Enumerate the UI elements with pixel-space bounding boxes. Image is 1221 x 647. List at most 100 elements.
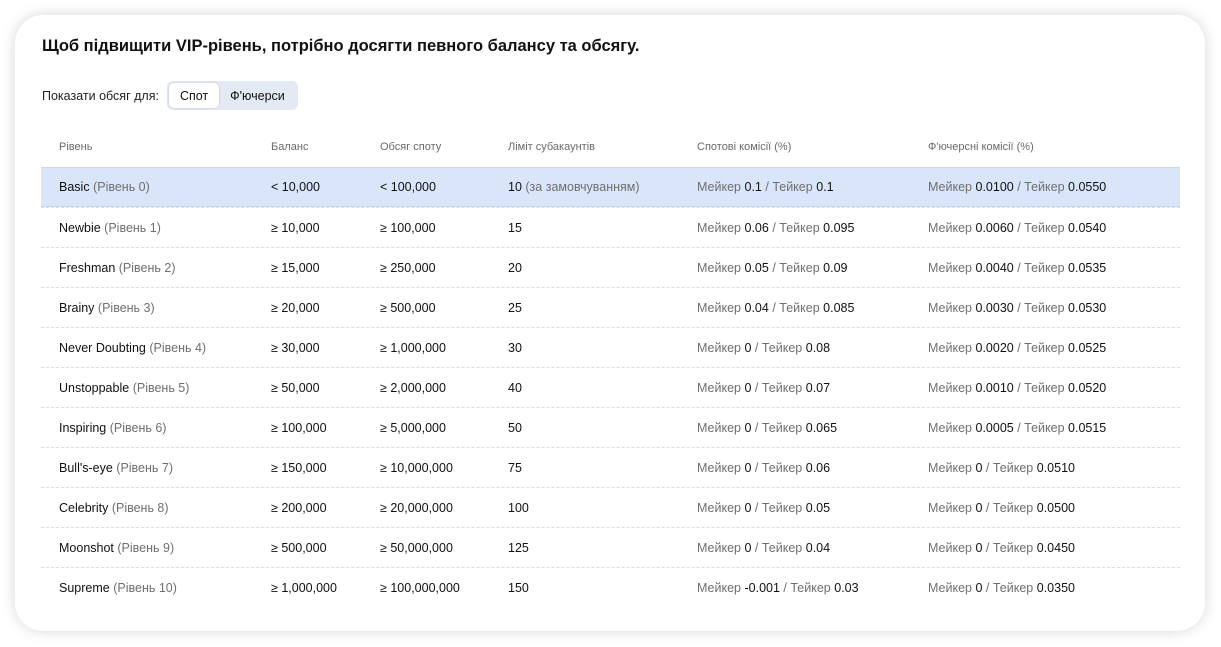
level-number: (Рівень 7)	[116, 460, 174, 475]
taker-label: Тейкер	[772, 180, 813, 194]
futures-taker-fee: 0.0450	[1036, 540, 1075, 555]
maker-label: Мейкер	[928, 380, 973, 395]
level-cell: Newbie (Рівень 1)	[41, 221, 271, 235]
spot-maker-fee: 0.04	[744, 300, 769, 315]
maker-label: Мейкер	[697, 460, 742, 475]
futures-maker-fee: 0.0100	[975, 180, 1014, 194]
fee-separator: /	[751, 500, 762, 515]
table-row: Inspiring (Рівень 6) ≥ 100,000 ≥ 5,000,000…	[41, 407, 1180, 447]
subaccounts-value: 25	[508, 300, 522, 315]
subaccounts-cell: 150	[508, 581, 697, 595]
table-row: Brainy (Рівень 3) ≥ 20,000 ≥ 500,000 25 Мейк…	[41, 287, 1180, 327]
futures-maker-fee: 0.0020	[975, 340, 1014, 355]
fee-separator: /	[751, 420, 762, 435]
futures-maker-fee: 0.0040	[975, 260, 1014, 275]
futures-taker-fee: 0.0525	[1068, 340, 1107, 355]
taker-label: Тейкер	[992, 500, 1034, 515]
level-cell: Supreme (Рівень 10)	[41, 581, 271, 595]
futures-fees-cell: Мейкер 0.0060 / Тейкер 0.0540	[928, 221, 1180, 235]
maker-label: Мейкер	[928, 220, 973, 235]
spot-taker-fee: 0.07	[805, 380, 831, 395]
header-subaccount-limit: Ліміт субакаунтів	[508, 141, 596, 153]
spot-toggle-button[interactable]: Спот	[168, 83, 220, 108]
balance-cell: ≥ 150,000	[271, 461, 380, 475]
maker-label: Мейкер	[928, 180, 973, 194]
fee-separator: /	[982, 460, 993, 475]
volume-value: ≥ 250,000	[380, 260, 436, 275]
fee-separator: /	[982, 580, 993, 595]
futures-fees-cell: Мейкер 0 / Тейкер 0.0500	[928, 501, 1180, 515]
level-number: (Рівень 10)	[113, 580, 177, 595]
maker-label: Мейкер	[697, 580, 742, 595]
spot-taker-fee: 0.085	[823, 300, 855, 315]
level-name: Unstoppable	[59, 380, 130, 395]
volume-value: ≥ 5,000,000	[380, 420, 446, 435]
futures-fees-cell: Мейкер 0.0020 / Тейкер 0.0525	[928, 341, 1180, 355]
maker-label: Мейкер	[928, 540, 973, 555]
futures-fees-cell: Мейкер 0 / Тейкер 0.0510	[928, 461, 1180, 475]
volume-cell: < 100,000	[380, 180, 508, 194]
taker-label: Тейкер	[1024, 300, 1065, 315]
subaccounts-value: 40	[508, 380, 522, 395]
futures-taker-fee: 0.0530	[1068, 300, 1107, 315]
volume-value: ≥ 100,000,000	[380, 580, 460, 595]
futures-maker-fee: 0	[975, 460, 983, 475]
fee-separator: /	[768, 220, 780, 235]
balance-cell: ≥ 100,000	[271, 421, 380, 435]
fee-separator: /	[1013, 420, 1025, 435]
maker-label: Мейкер	[928, 500, 973, 515]
spot-fees-cell: Мейкер 0 / Тейкер 0.065	[697, 421, 928, 435]
spot-maker-fee: 0.06	[744, 220, 769, 235]
fee-separator: /	[751, 380, 762, 395]
level-cell: Freshman (Рівень 2)	[41, 261, 271, 275]
futures-maker-fee: 0.0030	[975, 300, 1014, 315]
subaccounts-value: 150	[508, 580, 529, 595]
subaccounts-cell: 20	[508, 261, 697, 275]
fee-separator: /	[768, 260, 780, 275]
taker-label: Тейкер	[1024, 340, 1065, 355]
subaccounts-value: 20	[508, 260, 522, 275]
subaccounts-cell: 15	[508, 221, 697, 235]
header-spot-volume: Обсяг споту	[380, 141, 442, 153]
level-cell: Brainy (Рівень 3)	[41, 301, 271, 315]
balance-value: ≥ 30,000	[271, 340, 320, 355]
table-row: Unstoppable (Рівень 5) ≥ 50,000 ≥ 2,000,00…	[41, 367, 1180, 407]
futures-fees-cell: Мейкер 0 / Тейкер 0.0350	[928, 581, 1180, 595]
maker-label: Мейкер	[697, 340, 742, 355]
level-cell: Moonshot (Рівень 9)	[41, 541, 271, 555]
futures-taker-fee: 0.0550	[1068, 180, 1107, 194]
fee-separator: /	[982, 500, 993, 515]
table-row: Never Doubting (Рівень 4) ≥ 30,000 ≥ 1,000…	[41, 327, 1180, 367]
maker-label: Мейкер	[697, 540, 742, 555]
spot-fees-cell: Мейкер 0 / Тейкер 0.08	[697, 341, 928, 355]
spot-fees-cell: Мейкер 0 / Тейкер 0.05	[697, 501, 928, 515]
table-header: Рівень Баланс Обсяг споту Ліміт субакаун…	[41, 127, 1180, 167]
filter-label: Показати обсяг для:	[42, 88, 159, 103]
spot-fees-cell: Мейкер 0.06 / Тейкер 0.095	[697, 221, 928, 235]
taker-label: Тейкер	[992, 460, 1034, 475]
futures-fees-cell: Мейкер 0.0010 / Тейкер 0.0520	[928, 381, 1180, 395]
subaccounts-value: 100	[508, 500, 529, 515]
level-name: Supreme	[59, 580, 110, 595]
futures-toggle-button[interactable]: Ф'ючерси	[230, 88, 285, 103]
balance-cell: ≥ 500,000	[271, 541, 380, 555]
subaccounts-cell: 100	[508, 501, 697, 515]
taker-label: Тейкер	[992, 540, 1034, 555]
spot-fees-cell: Мейкер 0 / Тейкер 0.04	[697, 541, 928, 555]
futures-taker-fee: 0.0500	[1036, 500, 1075, 515]
volume-cell: ≥ 50,000,000	[380, 541, 508, 555]
spot-fees-cell: Мейкер 0.04 / Тейкер 0.085	[697, 301, 928, 315]
futures-taker-fee: 0.0350	[1036, 580, 1075, 595]
futures-maker-fee: 0	[975, 540, 983, 555]
spot-maker-fee: 0	[744, 460, 752, 475]
volume-value: < 100,000	[380, 180, 436, 194]
level-cell: Unstoppable (Рівень 5)	[41, 381, 271, 395]
spot-fees-cell: Мейкер 0 / Тейкер 0.07	[697, 381, 928, 395]
taker-label: Тейкер	[790, 580, 831, 595]
fee-separator: /	[1013, 220, 1025, 235]
subaccounts-value: 50	[508, 420, 522, 435]
table-row: Celebrity (Рівень 8) ≥ 200,000 ≥ 20,000,00…	[41, 487, 1180, 527]
subaccounts-value: 10	[508, 180, 522, 194]
spot-maker-fee: 0.05	[744, 260, 769, 275]
level-cell: Celebrity (Рівень 8)	[41, 501, 271, 515]
